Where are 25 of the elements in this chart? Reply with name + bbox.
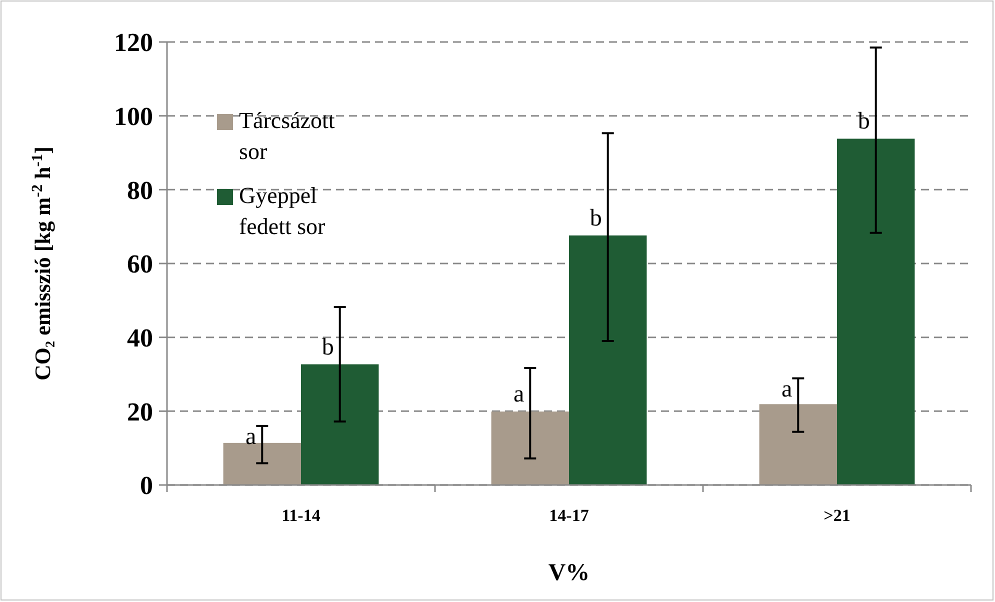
data-label: b (322, 334, 334, 360)
y-tick-label: 120 (114, 28, 153, 58)
y-tick-label: 40 (127, 323, 153, 352)
x-axis-title: V% (548, 560, 590, 586)
bar (301, 364, 379, 485)
bar (223, 442, 301, 485)
x-tick-label: 11-14 (282, 506, 321, 525)
x-tick-label: 14-17 (549, 506, 590, 525)
y-tick-label: 80 (127, 176, 153, 205)
y-tick-label: 0 (140, 471, 153, 500)
data-label: b (858, 108, 870, 135)
y-tick-label: 60 (127, 250, 153, 279)
legend-label: Tárcsázott sor (239, 108, 336, 164)
data-label: b (590, 205, 602, 232)
data-label: a (781, 376, 792, 402)
y-tick-label: 100 (114, 102, 153, 131)
data-label: a (245, 424, 256, 450)
bar (491, 412, 569, 485)
bar (759, 404, 837, 485)
legend-label: Gyeppel fedett sor (239, 183, 326, 239)
data-label: a (513, 382, 524, 408)
x-tick-label: >21 (824, 506, 850, 525)
bar (569, 235, 647, 485)
y-tick-label: 20 (127, 397, 153, 426)
bar (837, 138, 915, 485)
